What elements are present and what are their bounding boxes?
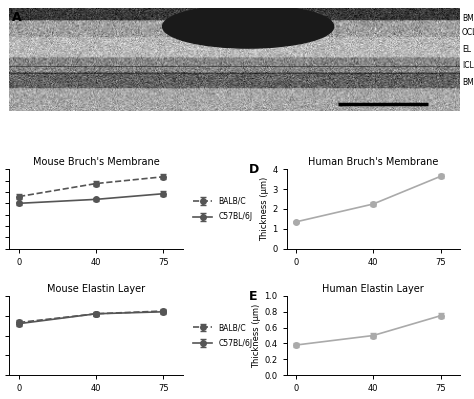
Title: Human Bruch's Membrane: Human Bruch's Membrane bbox=[308, 157, 438, 167]
Legend: BALB/C, C57BL/6J: BALB/C, C57BL/6J bbox=[190, 194, 255, 225]
Y-axis label: Thickness (μm): Thickness (μm) bbox=[253, 303, 262, 367]
Title: Mouse Bruch's Membrane: Mouse Bruch's Membrane bbox=[33, 157, 159, 167]
Title: Human Elastin Layer: Human Elastin Layer bbox=[322, 284, 424, 294]
Text: BM: BM bbox=[462, 77, 474, 87]
Ellipse shape bbox=[163, 5, 334, 48]
Text: EL: EL bbox=[462, 45, 471, 53]
Text: ICL: ICL bbox=[462, 61, 474, 70]
Title: Mouse Elastin Layer: Mouse Elastin Layer bbox=[47, 284, 145, 294]
Text: BM: BM bbox=[462, 14, 474, 23]
Y-axis label: Thickness (μm): Thickness (μm) bbox=[260, 177, 269, 241]
Text: A: A bbox=[12, 11, 21, 24]
Text: E: E bbox=[248, 290, 257, 302]
Legend: BALB/C, C57BL/6J: BALB/C, C57BL/6J bbox=[190, 320, 255, 351]
Text: OCL: OCL bbox=[462, 28, 474, 37]
Text: D: D bbox=[248, 163, 259, 176]
